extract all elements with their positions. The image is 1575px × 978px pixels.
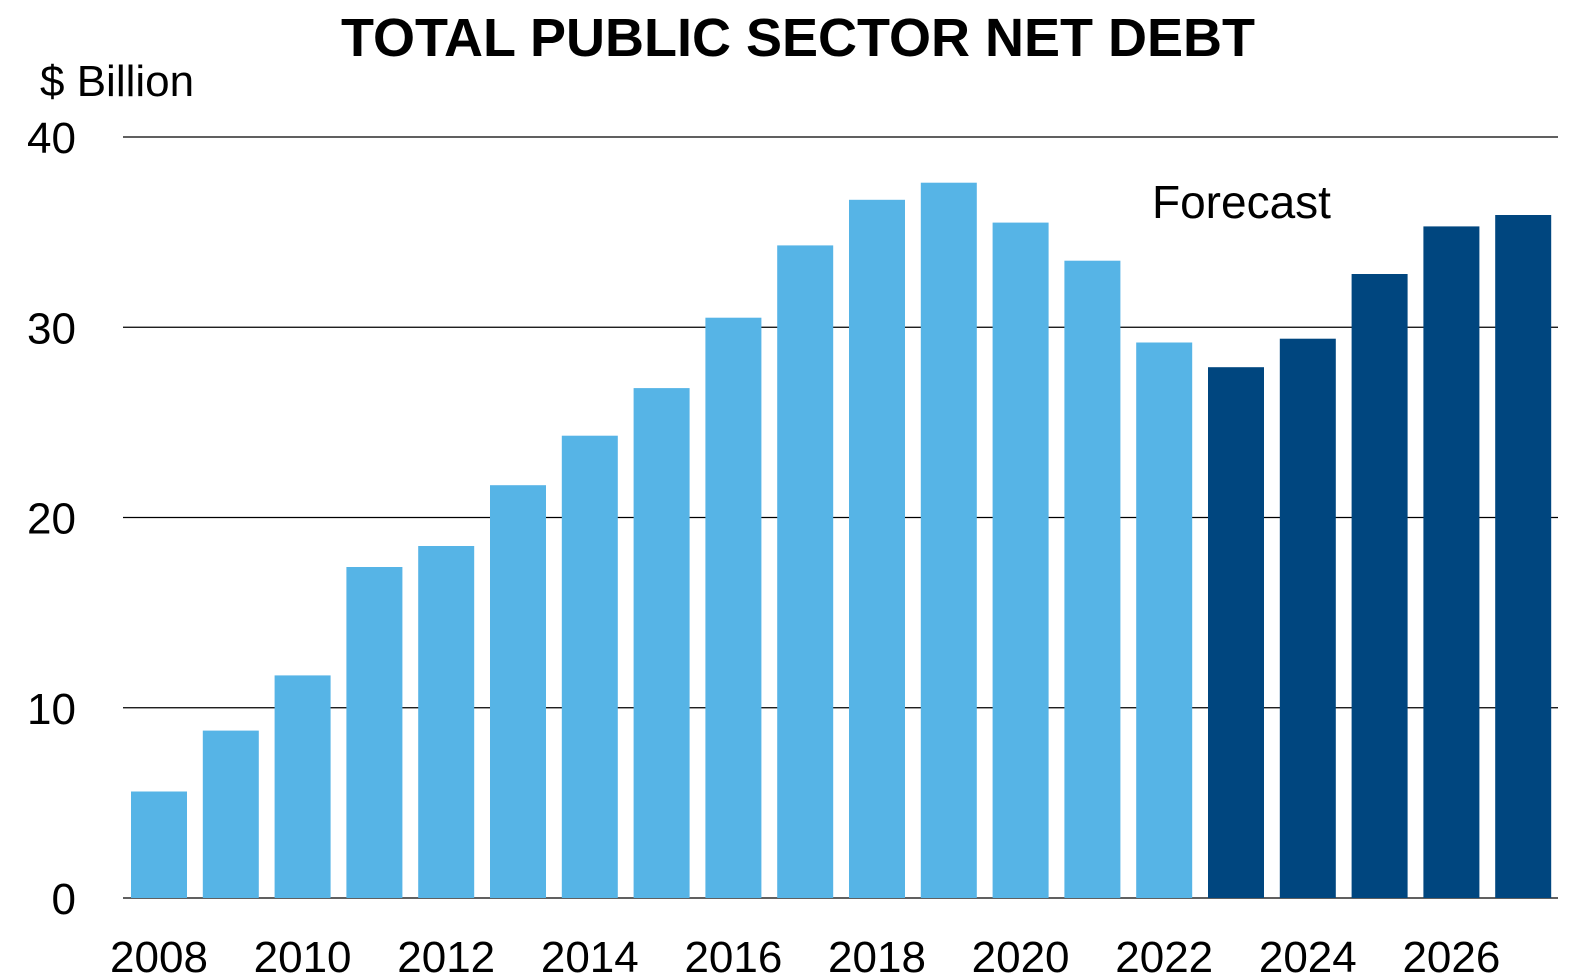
bar-2017: [777, 245, 834, 898]
bars: [131, 182, 1552, 899]
x-tick-label: 2026: [1402, 933, 1500, 978]
x-tick-label: 2014: [541, 933, 639, 978]
x-tick-label: 2016: [684, 933, 782, 978]
bar-2026: [1423, 226, 1480, 898]
y-tick-label: 10: [27, 685, 76, 734]
bar-2027: [1495, 215, 1552, 898]
y-axis-label: $ Billion: [40, 57, 194, 106]
bar-2021: [1064, 260, 1121, 898]
y-tick-label: 20: [27, 495, 76, 544]
forecast-annotation: Forecast: [1152, 176, 1331, 228]
bar-2020: [992, 222, 1049, 899]
y-tick-label: 40: [27, 114, 76, 163]
bar-2019: [920, 182, 977, 898]
bar-2018: [849, 199, 905, 899]
x-tick-label: 2008: [110, 933, 208, 978]
chart-title: TOTAL PUBLIC SECTOR NET DEBT: [341, 8, 1255, 68]
bar-2025: [1351, 274, 1408, 898]
bar-2016: [705, 317, 762, 898]
x-tick-label: 2018: [828, 933, 926, 978]
x-tick-label: 2010: [254, 933, 352, 978]
bar-2008: [131, 791, 187, 898]
bar-2015: [633, 388, 690, 898]
bar-2010: [274, 675, 331, 898]
bar-2011: [346, 567, 403, 898]
bar-2024: [1279, 338, 1336, 898]
x-tick-label: 2024: [1259, 933, 1357, 978]
x-tick-label: 2020: [972, 933, 1070, 978]
y-tick-label: 30: [27, 304, 76, 353]
bar-2013: [490, 485, 546, 898]
x-tick-labels: 2008 2010 2012 2014 2016 2018 2020 2022 2024 2026: [110, 933, 1500, 978]
bar-2022: [1136, 342, 1193, 898]
x-tick-label: 2022: [1115, 933, 1213, 978]
y-tick-labels: 0 10 20 30 40: [27, 114, 76, 924]
gridlines: [123, 136, 1558, 899]
bar-2012: [418, 546, 475, 898]
x-tick-label: 2012: [397, 933, 495, 978]
y-tick-label: 0: [52, 875, 76, 924]
bar-2009: [202, 730, 259, 898]
bar-2014: [561, 435, 618, 898]
bar-2023: [1208, 367, 1264, 898]
